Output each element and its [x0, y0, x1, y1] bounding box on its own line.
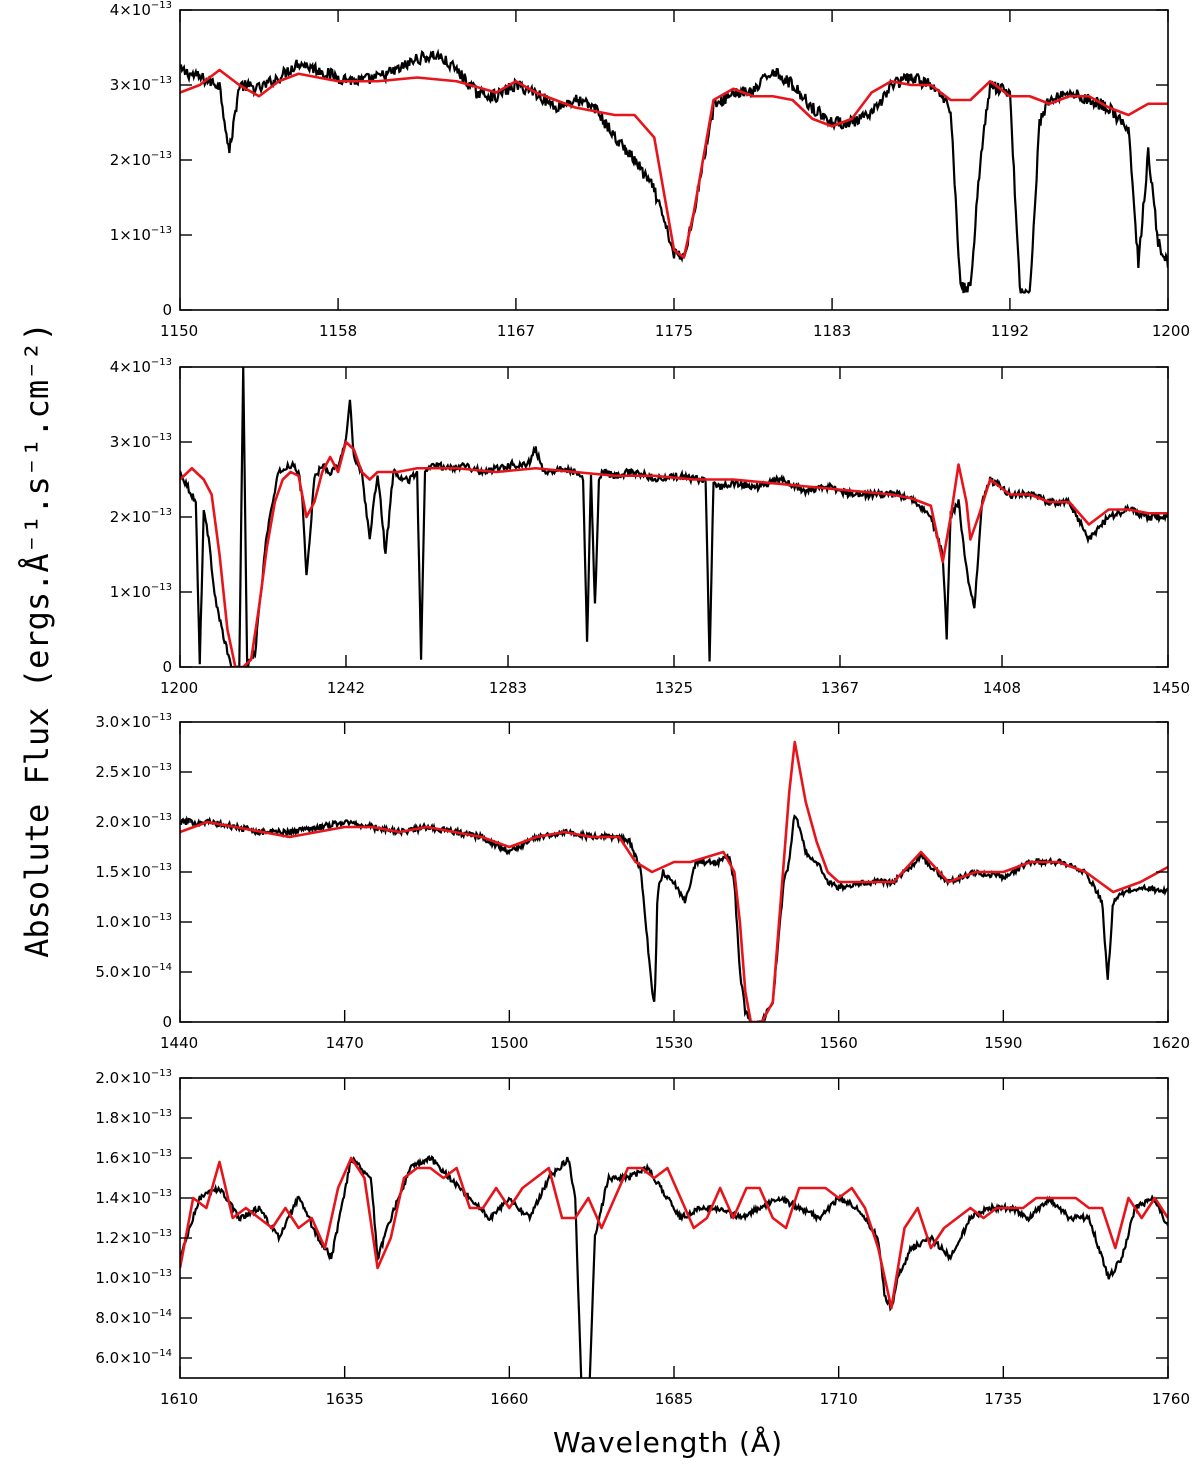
x-tick-label: 1183 — [813, 322, 851, 340]
x-tick-label: 1367 — [821, 679, 859, 697]
x-tick-label: 1685 — [655, 1390, 693, 1408]
y-tick-label: 6.0×10−14 — [95, 1348, 172, 1367]
x-tick-label: 1192 — [991, 322, 1029, 340]
x-axis-label: Wavelength (Å) — [553, 1425, 783, 1459]
y-tick-label: 3×10−13 — [110, 75, 172, 94]
model-spectrum-line — [180, 740, 1168, 1022]
y-tick-label: 1.5×10−13 — [95, 862, 172, 881]
y-axis-label: Absolute Flux (ergs.Å⁻¹.s⁻¹.cm⁻²) — [18, 322, 56, 958]
y-tick-label: 1.0×10−13 — [95, 1268, 172, 1287]
plot-frame — [179, 721, 1169, 1023]
x-tick-label: 1450 — [1152, 679, 1190, 697]
x-tick-label: 1200 — [160, 679, 198, 697]
y-tick-label: 5.0×10−14 — [95, 962, 172, 981]
panel-1: 1150 1158 1167 1175 1183 1192 1200 0 1×10−13 2×10… — [110, 0, 1190, 340]
x-tick-label: 1242 — [327, 679, 365, 697]
y-tick-label: 1.4×10−13 — [95, 1188, 172, 1207]
x-tick-label: 1735 — [984, 1390, 1022, 1408]
x-tick-label: 1560 — [820, 1034, 858, 1052]
y-tick-label: 4×10−13 — [110, 0, 172, 19]
y-tick-label: 0 — [162, 658, 172, 676]
y-tick-label: 1.8×10−13 — [95, 1108, 172, 1127]
x-tick-label: 1408 — [983, 679, 1021, 697]
observed-spectrum-line — [180, 814, 1168, 1022]
x-tick-label: 1760 — [1152, 1390, 1190, 1408]
y-tick-label: 0 — [162, 1013, 172, 1031]
y-tick-label: 8.0×10−14 — [95, 1308, 172, 1327]
observed-spectrum-line — [180, 367, 1168, 667]
panel-4: 1610 1635 1660 1685 1710 1735 1760 6.0×10−14 8.0… — [95, 1068, 1190, 1408]
model-spectrum-line — [180, 68, 1168, 259]
x-tick-label: 1500 — [490, 1034, 528, 1052]
x-tick-label: 1200 — [1152, 322, 1190, 340]
x-tick-label: 1530 — [655, 1034, 693, 1052]
x-tick-label: 1150 — [160, 322, 198, 340]
y-tick-label: 3.0×10−13 — [95, 712, 172, 731]
x-tick-label: 1167 — [497, 322, 535, 340]
y-tick-label: 1.6×10−13 — [95, 1148, 172, 1167]
y-tick-label: 2×10−13 — [110, 150, 172, 169]
x-tick-label: 1710 — [820, 1390, 858, 1408]
x-tick-label: 1610 — [160, 1390, 198, 1408]
y-tick-label: 3×10−13 — [110, 432, 172, 451]
y-tick-label: 1×10−13 — [110, 582, 172, 601]
y-tick-label: 2×10−13 — [110, 507, 172, 526]
y-tick-label: 1.0×10−13 — [95, 912, 172, 931]
x-tick-label: 1590 — [984, 1034, 1022, 1052]
y-tick-label: 2.0×10−13 — [95, 812, 172, 831]
y-tick-label: 4×10−13 — [110, 357, 172, 376]
x-tick-label: 1470 — [326, 1034, 364, 1052]
observed-spectrum-line — [180, 48, 1168, 295]
x-tick-label: 1158 — [319, 322, 357, 340]
panels: 1150 1158 1167 1175 1183 1192 1200 0 1×10−13 2×10… — [95, 0, 1190, 1408]
x-tick-label: 1660 — [490, 1390, 528, 1408]
x-tick-label: 1325 — [655, 679, 693, 697]
y-tick-label: 2.0×10−13 — [95, 1068, 172, 1087]
plot-frame — [179, 366, 1169, 668]
x-tick-label: 1283 — [489, 679, 527, 697]
y-tick-label: 0 — [162, 301, 172, 319]
model-spectrum-line — [180, 1156, 1168, 1310]
x-tick-label: 1620 — [1152, 1034, 1190, 1052]
y-tick-label: 1.2×10−13 — [95, 1228, 172, 1247]
y-tick-label: 1×10−13 — [110, 225, 172, 244]
x-tick-label: 1635 — [326, 1390, 364, 1408]
panel-2: 1200 1242 1283 1325 1367 1408 1450 0 1×10−13 2×10… — [110, 357, 1190, 697]
y-tick-label: 2.5×10−13 — [95, 762, 172, 781]
x-tick-label: 1440 — [160, 1034, 198, 1052]
model-spectrum-line — [180, 440, 1168, 667]
x-tick-label: 1175 — [655, 322, 693, 340]
panel-3: 1440 1470 1500 1530 1560 1590 1620 0 5.0×10−14 1.… — [95, 712, 1190, 1052]
